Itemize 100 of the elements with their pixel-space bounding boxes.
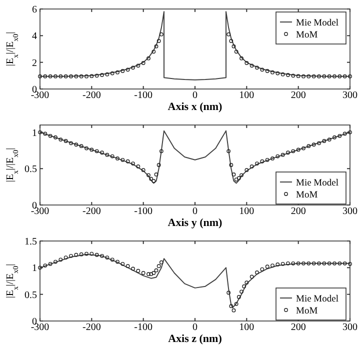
point [43,264,48,268]
point [226,290,231,295]
point [255,162,259,166]
point [43,74,48,78]
point [234,302,238,306]
point [312,142,316,147]
point [236,176,241,180]
point [54,260,58,264]
point [58,258,63,262]
point [54,135,58,140]
point [332,74,336,78]
point [312,74,316,78]
point [250,164,254,168]
point [156,163,161,167]
point [332,135,336,140]
y-tick-label: 1.5 [24,236,37,248]
x-tick-label: -300 [30,206,50,217]
point [226,32,231,36]
point [327,261,332,266]
point [265,264,270,269]
x-tick-label: 0 [192,90,198,101]
x-tick-label: 0 [192,322,198,333]
point [156,264,161,268]
y-tick-label: 6 [32,4,37,16]
point [100,73,104,77]
point [146,272,150,276]
point [64,256,68,260]
point [105,152,110,157]
point [226,149,231,154]
point [232,44,236,48]
y-tick-label: 4 [32,31,37,42]
point [296,74,300,78]
point [229,304,234,308]
point [327,138,332,142]
point [131,266,135,271]
point [327,74,332,78]
line-series [40,130,350,184]
point [43,132,48,136]
point [322,261,326,266]
point [90,252,94,256]
point [48,74,52,78]
legend-label: MoM [296,306,318,316]
point [296,148,300,152]
point [120,158,125,162]
point [146,56,150,60]
point [120,69,125,73]
point [255,66,259,70]
point [146,173,150,178]
point [105,256,110,260]
point [110,154,114,158]
point [348,74,352,78]
x-tick-label: -100 [134,206,153,217]
y-tick-label: 1 [32,263,37,274]
point [141,61,146,65]
point [280,152,285,157]
point [242,284,246,288]
point [79,144,84,148]
point [116,156,120,160]
point [280,72,285,76]
point [69,74,73,78]
point [342,74,347,78]
point [286,150,290,155]
x-tick-label: -300 [30,322,50,333]
x-tick-label: 100 [239,206,254,217]
point [84,74,88,78]
legend-label: MoM [296,30,318,40]
x-tick-label: -300 [30,90,50,101]
point [126,264,130,268]
point [265,158,270,162]
point [244,168,249,172]
point [286,73,290,77]
point [317,141,321,146]
point [64,139,68,143]
x-tick-label: -100 [134,90,153,101]
point [276,262,280,266]
point [152,50,156,54]
point [302,74,306,78]
point [136,268,140,273]
point [58,138,63,142]
point [110,258,114,262]
x-tick-label: 300 [342,90,358,101]
x-axis-title: Axis z (nm) [168,333,222,345]
point [54,74,58,78]
point [280,262,285,266]
x-tick-label: 200 [290,90,306,101]
point [159,32,164,36]
x-tick-label: 100 [239,90,254,101]
point [302,146,306,150]
point [342,132,347,136]
point [94,149,99,154]
x-tick-label: 200 [290,206,306,217]
point [306,144,311,148]
point [74,252,78,257]
point [296,261,300,266]
point [141,271,146,275]
x-tick-label: 200 [290,322,306,333]
y-tick-label: 0.5 [24,290,37,301]
point [74,142,78,147]
x-tick-label: -200 [82,90,101,101]
x-tick-label: -200 [82,206,101,217]
